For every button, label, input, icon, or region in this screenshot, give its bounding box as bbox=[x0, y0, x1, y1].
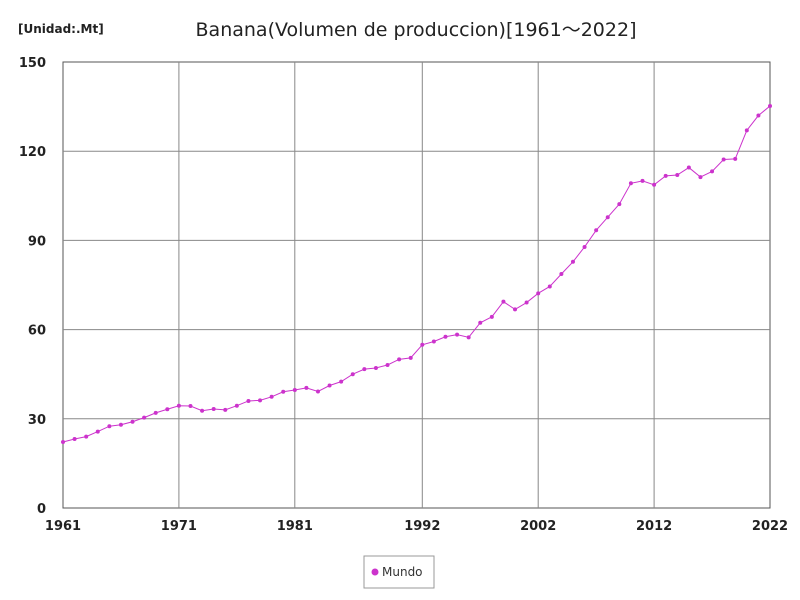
data-point bbox=[269, 394, 274, 399]
data-point bbox=[142, 415, 147, 420]
y-tick-label: 150 bbox=[19, 56, 46, 71]
y-tick-label: 90 bbox=[28, 234, 46, 249]
data-point bbox=[165, 407, 170, 412]
data-point bbox=[768, 104, 772, 109]
data-point bbox=[315, 389, 320, 394]
data-point bbox=[663, 173, 668, 178]
data-point bbox=[362, 367, 367, 372]
data-point bbox=[617, 202, 622, 207]
data-point bbox=[153, 410, 158, 415]
data-point bbox=[513, 307, 518, 312]
data-point bbox=[455, 332, 460, 337]
data-point bbox=[130, 419, 135, 424]
data-point bbox=[420, 342, 425, 347]
data-point bbox=[675, 172, 680, 177]
data-point bbox=[118, 422, 123, 427]
y-tick-label: 60 bbox=[28, 324, 46, 339]
data-point bbox=[397, 357, 402, 362]
unit-label: [Unidad:.Mt] bbox=[18, 22, 104, 36]
data-point bbox=[698, 175, 703, 180]
data-point bbox=[61, 439, 65, 444]
data-point bbox=[721, 157, 726, 162]
data-point bbox=[710, 169, 715, 174]
data-point bbox=[559, 271, 564, 276]
data-point bbox=[628, 181, 633, 186]
data-point bbox=[350, 372, 355, 377]
data-point bbox=[292, 387, 297, 392]
x-tick-label: 1971 bbox=[161, 519, 197, 534]
x-tick-label: 1981 bbox=[277, 519, 313, 534]
data-point bbox=[582, 244, 587, 249]
y-tick-label: 120 bbox=[19, 145, 46, 160]
data-point bbox=[223, 407, 228, 412]
data-point bbox=[744, 128, 749, 133]
data-point bbox=[95, 429, 100, 434]
x-tick-label: 1961 bbox=[45, 519, 81, 534]
data-point bbox=[246, 398, 251, 403]
data-point bbox=[72, 437, 77, 442]
y-tick-label: 0 bbox=[37, 502, 46, 517]
data-point bbox=[408, 355, 413, 360]
series-mundo bbox=[61, 104, 772, 444]
y-axis-ticks: 0 30 60 90 120 150 bbox=[19, 56, 46, 517]
data-point bbox=[431, 339, 436, 344]
data-point bbox=[733, 156, 738, 161]
data-point bbox=[524, 300, 529, 305]
data-point bbox=[594, 228, 599, 233]
gridlines bbox=[63, 62, 770, 508]
data-point bbox=[304, 385, 309, 390]
plot-area bbox=[62, 61, 771, 509]
data-point bbox=[489, 314, 494, 319]
data-point bbox=[756, 113, 761, 118]
data-point bbox=[652, 182, 657, 187]
legend-label: Mundo bbox=[382, 565, 423, 579]
data-point bbox=[536, 291, 541, 296]
chart-title: Banana(Volumen de produccion)[1961～2022] bbox=[196, 19, 637, 41]
x-axis-ticks: 1961 1971 1981 1992 2002 2012 2022 bbox=[45, 519, 788, 534]
data-point bbox=[605, 215, 610, 220]
data-point bbox=[373, 365, 378, 370]
data-point bbox=[501, 299, 506, 304]
data-point bbox=[478, 320, 483, 325]
data-point bbox=[234, 403, 239, 408]
data-point bbox=[339, 379, 344, 384]
data-point bbox=[200, 408, 205, 413]
data-point bbox=[188, 404, 193, 409]
data-point bbox=[385, 362, 390, 367]
data-point bbox=[570, 259, 575, 264]
data-point bbox=[211, 406, 216, 411]
data-point bbox=[107, 424, 112, 429]
data-point bbox=[640, 178, 645, 183]
data-point bbox=[327, 383, 332, 388]
x-tick-label: 2022 bbox=[752, 519, 788, 534]
data-point bbox=[547, 284, 552, 289]
x-tick-label: 2012 bbox=[636, 519, 672, 534]
data-point bbox=[84, 434, 89, 439]
data-point bbox=[443, 334, 448, 339]
data-point bbox=[176, 403, 181, 408]
legend[interactable]: Mundo bbox=[363, 555, 435, 589]
y-tick-label: 30 bbox=[28, 413, 46, 428]
data-point bbox=[466, 335, 471, 340]
data-point bbox=[258, 398, 263, 403]
data-point bbox=[686, 165, 691, 170]
x-tick-label: 1992 bbox=[404, 519, 440, 534]
x-tick-label: 2002 bbox=[520, 519, 556, 534]
legend-marker bbox=[371, 568, 379, 576]
data-point bbox=[281, 389, 286, 394]
